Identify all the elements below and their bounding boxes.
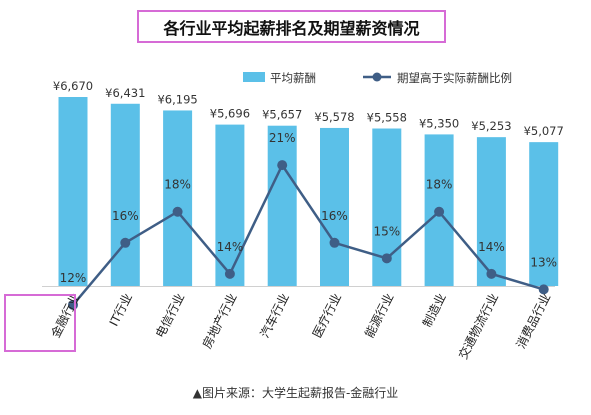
category-tick-label: 医疗行业 — [310, 291, 344, 340]
series-line — [72, 162, 545, 306]
line-point — [224, 268, 235, 279]
legend-marker — [372, 72, 382, 82]
bar-value-label: ¥6,431 — [105, 86, 145, 100]
line-value-label: 18% — [164, 178, 191, 192]
line-value-label: 13% — [530, 255, 557, 269]
legend-label-line: 期望高于实际薪酬比例 — [397, 71, 512, 85]
line-point — [172, 206, 183, 217]
bar — [320, 127, 349, 287]
line-value-label: 18% — [426, 178, 453, 192]
line-value-label: 16% — [112, 209, 139, 223]
line-value-label: 15% — [373, 224, 400, 238]
bar-value-label: ¥5,578 — [314, 110, 354, 124]
bar-value-label: ¥5,077 — [524, 124, 564, 138]
bar — [215, 124, 245, 287]
highlight-box — [4, 294, 76, 352]
line-value-label: 12% — [60, 271, 87, 285]
category-tick-label: IT行业 — [107, 291, 135, 328]
category-tick-label: 房地产行业 — [199, 291, 240, 351]
category-tick-label: 消费品行业 — [514, 291, 554, 351]
bar-value-label: ¥5,350 — [419, 116, 459, 130]
line-point — [434, 206, 445, 217]
line-point — [277, 160, 288, 171]
category-tick-label: 能源行业 — [362, 291, 396, 340]
bar — [58, 97, 88, 286]
line-point — [329, 237, 340, 248]
category-tick-label: 电信行业 — [153, 291, 187, 340]
bar — [529, 142, 559, 286]
line-point — [381, 253, 392, 264]
category-tick-label: 汽车行业 — [257, 291, 292, 341]
line-value-label: 21% — [269, 131, 296, 145]
chart-title: 各行业平均起薪排名及期望薪资情况 — [137, 10, 446, 43]
bar-value-label: ¥6,195 — [157, 92, 197, 106]
bar — [163, 110, 193, 286]
bar-value-label: ¥6,670 — [53, 79, 93, 93]
bar-value-label: ¥5,558 — [367, 111, 407, 125]
bar-value-label: ¥5,657 — [262, 108, 302, 122]
bar-value-label: ¥5,696 — [210, 107, 250, 121]
line-point — [538, 284, 549, 295]
line-point — [486, 268, 497, 279]
bar-value-label: ¥5,253 — [471, 119, 511, 133]
category-tick-label: 交通物流行业 — [455, 291, 501, 362]
line-value-label: 16% — [321, 209, 348, 223]
bar — [110, 103, 140, 286]
line-value-label: 14% — [217, 240, 244, 254]
legend-label-bar: 平均薪酬 — [270, 71, 316, 85]
line-value-label: 14% — [478, 240, 505, 254]
line-point — [120, 237, 131, 248]
legend-swatch-bar — [243, 72, 265, 82]
source-note: ▲图片来源：大学生起薪报告-金融行业 — [192, 386, 399, 400]
bar — [267, 125, 297, 287]
category-tick-label: 制造业 — [420, 291, 449, 329]
